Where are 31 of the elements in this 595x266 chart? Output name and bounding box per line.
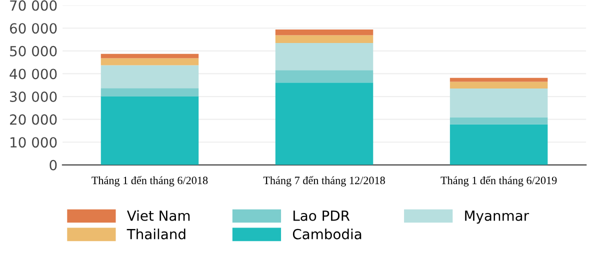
legend-label: Myanmar xyxy=(465,210,530,224)
y-tick-label: 40 000 xyxy=(10,68,57,80)
bar xyxy=(275,82,374,165)
bar xyxy=(275,29,374,36)
y-tick-label: 30 000 xyxy=(10,91,57,102)
legend-label: Lao PDR xyxy=(294,210,350,221)
bar xyxy=(100,65,199,88)
bar xyxy=(450,78,548,82)
bar xyxy=(275,70,374,83)
x-tick-label: Tháng 1 đến tháng 6/2019 xyxy=(440,176,557,186)
x-tick-label: Tháng 1 đến tháng 6/2018 xyxy=(92,176,208,186)
y-tick-label: 20 000 xyxy=(10,114,57,125)
y-tick-label: 10 000 xyxy=(10,137,57,148)
bar xyxy=(100,58,199,66)
bar xyxy=(275,42,374,70)
y-tick-label: 50 000 xyxy=(10,46,57,56)
bar xyxy=(275,35,374,43)
bar xyxy=(100,96,199,165)
y-tick-label: 70 000 xyxy=(10,0,57,11)
legend-label: Cambodia xyxy=(292,228,362,240)
bar xyxy=(450,88,548,118)
legend-label: Viet Nam xyxy=(126,210,190,221)
bar xyxy=(450,124,548,165)
legend-label: Thailand xyxy=(126,228,186,240)
bar xyxy=(100,88,199,97)
y-tick-label: 60 000 xyxy=(10,23,57,34)
x-tick-label: Tháng 7 đến tháng 12/2018 xyxy=(263,176,385,186)
bar xyxy=(450,117,548,124)
bar xyxy=(450,82,548,89)
bar xyxy=(100,54,199,58)
y-tick-label: 0 xyxy=(50,160,57,170)
